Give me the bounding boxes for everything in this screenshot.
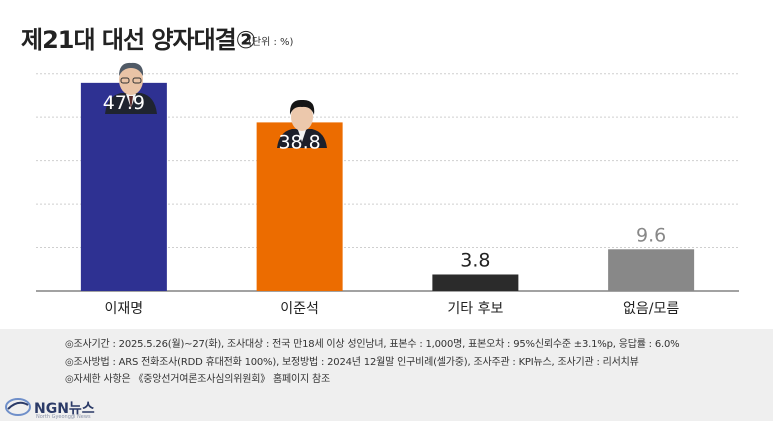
category-label-1: 이재명: [105, 301, 144, 317]
survey-method-note: ◎조사방법 : ARS 전화조사(RDD 휴대전화 100%), 보정방법 : …: [65, 357, 639, 368]
footer: ◎조사기간 : 2025.5.26(월)~27(화), 조사대상 : 전국 만1…: [0, 329, 773, 421]
category-label-4: 없음/모름: [623, 301, 679, 317]
logo-name: NGN뉴스: [34, 401, 95, 417]
logo-tagline: North Gyeonggi News: [36, 414, 91, 420]
bar-3: [432, 274, 519, 291]
bars: [80, 82, 695, 292]
value-label-2: 38.8: [278, 131, 320, 153]
bar-1: [80, 82, 167, 292]
chart-title: 제21대 대선 양자대결②: [21, 26, 256, 54]
category-label-2: 이준석: [280, 301, 319, 317]
candidate-photo-1: [105, 62, 157, 114]
category-labels: 이재명 이준석 기타 후보 없음/모름: [105, 301, 680, 317]
bar-chart: 47.9 38.8 3.8 9.6 이재명 이준석 기타 후보 없음/모름: [36, 62, 739, 317]
survey-period-note: ◎조사기간 : 2025.5.26(월)~27(화), 조사대상 : 전국 만1…: [65, 339, 680, 350]
unit-label: (단위 : %): [248, 37, 294, 48]
value-labels: 47.9 38.8 3.8 9.6: [103, 92, 667, 272]
category-label-3: 기타 후보: [447, 301, 503, 317]
reference-note: ◎자세한 사항은 《중앙선거여론조사심의위원회》 홈페이지 참조: [65, 374, 331, 385]
bar-4: [608, 249, 695, 291]
candidate-photo-2: [277, 99, 327, 148]
bar-2: [256, 122, 343, 291]
value-label-3: 3.8: [460, 249, 490, 271]
value-label-4: 9.6: [636, 224, 666, 246]
ngn-logo-icon: [5, 398, 31, 416]
value-label-1: 47.9: [103, 92, 145, 114]
candidate-photos: [105, 62, 327, 148]
